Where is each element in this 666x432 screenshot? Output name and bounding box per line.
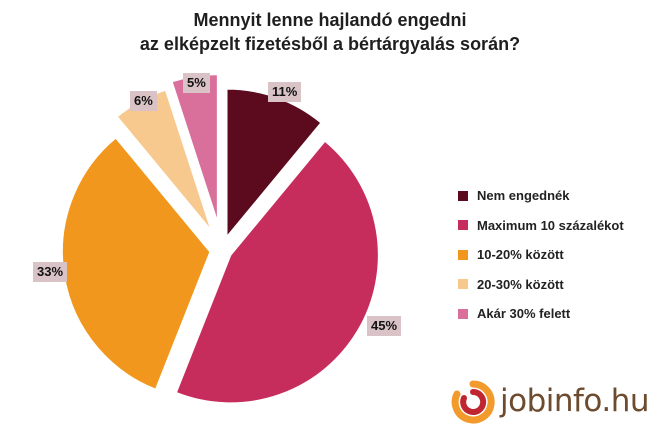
legend-label: Maximum 10 százalékot [477, 217, 624, 233]
slice-value-label: 33% [33, 262, 68, 282]
jobinfo-logo-text: jobinfo.hu [500, 383, 650, 419]
legend-label: 20-30% között [477, 276, 564, 292]
legend-swatch [458, 190, 468, 201]
legend-swatch [458, 220, 468, 231]
slice-value-label: 5% [183, 73, 210, 93]
legend-swatch [458, 279, 468, 290]
chart-legend: Nem engednék Maximum 10 százalékot 10-20% … [458, 181, 624, 329]
slice-value-label: 6% [130, 91, 157, 111]
legend-swatch [458, 308, 468, 319]
legend-swatch [458, 249, 468, 260]
legend-item: Nem engednék [458, 181, 624, 211]
jobinfo-swirl-icon [451, 380, 495, 424]
legend-label: Nem engednék [477, 188, 570, 204]
chart-title-line-1: Mennyit lenne hajlandó engedni [193, 10, 467, 30]
chart-title-line-2: az elképzelt fizetésből a bértárgyalás s… [139, 34, 521, 54]
pie-slice-2 [175, 139, 380, 404]
legend-item: 20-30% között [458, 270, 624, 300]
legend-item: Maximum 10 százalékot [458, 211, 624, 241]
jobinfo-logo: jobinfo.hu [450, 378, 660, 428]
legend-label: Akár 30% felett [477, 306, 571, 322]
slice-value-label: 11% [268, 82, 302, 102]
chart-title: Mennyit lenne hajlandó engedni az elképz… [60, 8, 600, 56]
legend-item: Akár 30% felett [458, 299, 624, 329]
slice-value-label: 45% [367, 316, 402, 336]
legend-item: 10-20% között [458, 240, 624, 270]
legend-label: 10-20% között [477, 247, 564, 263]
